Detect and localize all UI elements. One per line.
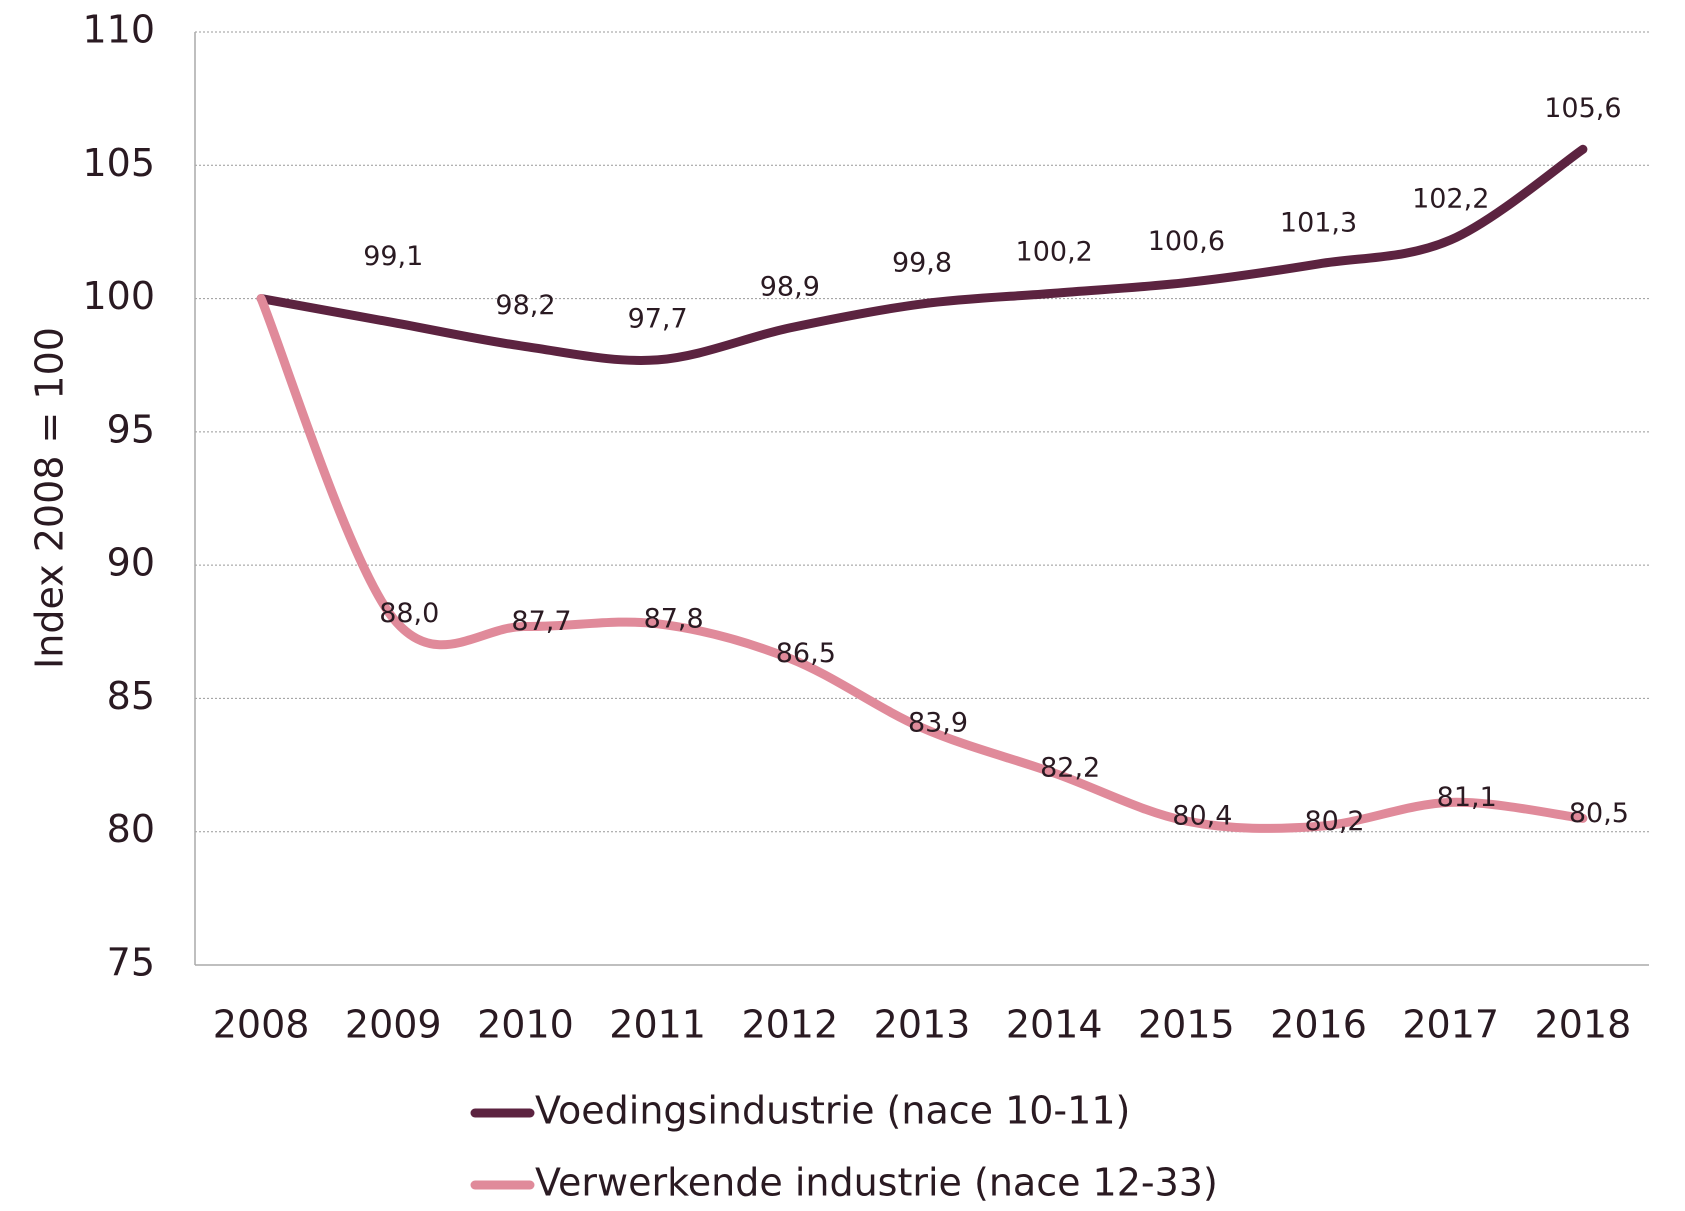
y-tick-label: 90 xyxy=(107,541,155,585)
data-label: 88,0 xyxy=(379,598,439,629)
legend-label: Verwerkende industrie (nace 12-33) xyxy=(535,1161,1218,1205)
x-tick-label: 2008 xyxy=(213,1003,310,1047)
data-label: 83,9 xyxy=(908,707,968,738)
data-label: 80,2 xyxy=(1304,806,1364,837)
data-label: 102,2 xyxy=(1412,183,1489,214)
data-label: 97,7 xyxy=(628,303,688,334)
y-tick-label: 100 xyxy=(82,274,155,318)
data-label: 98,2 xyxy=(495,290,555,321)
data-label: 105,6 xyxy=(1544,93,1621,124)
data-label: 87,8 xyxy=(644,603,704,634)
x-tick-label: 2009 xyxy=(345,1003,442,1047)
x-tick-label: 2017 xyxy=(1402,1003,1499,1047)
y-tick-label: 85 xyxy=(107,674,155,718)
y-tick-label: 75 xyxy=(107,941,155,985)
x-tick-label: 2010 xyxy=(477,1003,574,1047)
x-tick-label: 2016 xyxy=(1270,1003,1367,1047)
x-tick-label: 2011 xyxy=(609,1003,706,1047)
line xyxy=(256,294,1588,833)
y-tick-label: 105 xyxy=(82,141,155,185)
data-label: 100,6 xyxy=(1148,226,1225,257)
x-tick-label: 2015 xyxy=(1138,1003,1235,1047)
x-tick-label: 2012 xyxy=(741,1003,838,1047)
data-label: 80,4 xyxy=(1172,801,1232,832)
data-label: 98,9 xyxy=(760,271,820,302)
y-tick-label: 80 xyxy=(107,807,155,851)
data-label: 86,5 xyxy=(776,638,836,669)
y-axis-title: Index 2008 = 100 xyxy=(28,327,72,669)
y-tick-label: 95 xyxy=(107,407,155,451)
data-label: 101,3 xyxy=(1280,207,1357,238)
data-label: 99,1 xyxy=(363,241,423,272)
x-tick-label: 2014 xyxy=(1006,1003,1103,1047)
data-label: 87,7 xyxy=(511,606,571,637)
line xyxy=(256,144,1588,365)
legend-label: Voedingsindustrie (nace 10-11) xyxy=(535,1089,1130,1133)
x-tick-label: 2018 xyxy=(1535,1003,1632,1047)
data-label: 100,2 xyxy=(1016,237,1093,268)
data-label: 80,5 xyxy=(1569,798,1629,829)
x-tick-label: 2013 xyxy=(874,1003,971,1047)
data-label: 99,8 xyxy=(892,247,952,278)
data-label: 82,2 xyxy=(1040,753,1100,784)
y-tick-label: 110 xyxy=(82,8,155,52)
data-label: 81,1 xyxy=(1437,782,1497,813)
